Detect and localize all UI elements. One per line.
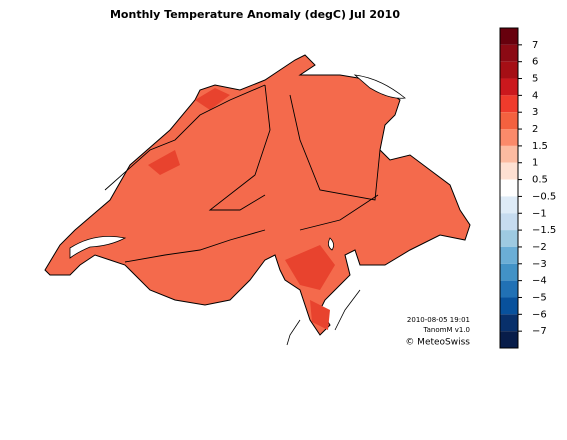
colorbar-swatch bbox=[500, 61, 518, 79]
colorbar-label: −5 bbox=[532, 292, 547, 303]
warm-patch bbox=[285, 245, 335, 290]
switzerland-map bbox=[44, 54, 471, 346]
footer-date: 2010-08-05 19:01 bbox=[407, 316, 470, 324]
colorbar-label: −1 bbox=[532, 208, 547, 219]
colorbar-label: 1 bbox=[532, 158, 538, 169]
colorbar-swatch bbox=[500, 28, 518, 45]
colorbar-label: 7 bbox=[532, 40, 538, 51]
river bbox=[289, 94, 381, 201]
colorbar-label: 0.5 bbox=[532, 175, 548, 186]
colorbar-swatch bbox=[500, 213, 518, 231]
colorbar-swatch bbox=[500, 314, 518, 332]
warm-patch bbox=[310, 300, 330, 330]
lake bbox=[69, 235, 127, 259]
colorbar-swatch bbox=[500, 196, 518, 214]
colorbar-swatch bbox=[500, 162, 518, 180]
river bbox=[104, 84, 266, 191]
colorbar: 7 6 5 4 3 2 1.5 1 0.5 −0.5 −1 −1.5 −2 −3 −4 −5 −6 −7 bbox=[499, 27, 556, 349]
footer-credit: © MeteoSwiss bbox=[405, 338, 470, 348]
colorbar-swatch bbox=[500, 297, 518, 315]
river bbox=[299, 194, 379, 231]
river bbox=[124, 229, 266, 263]
colorbar-label: 4 bbox=[532, 90, 538, 101]
colorbar-label: −4 bbox=[532, 276, 547, 287]
colorbar-label: −1.5 bbox=[532, 225, 556, 236]
colorbar-label: −6 bbox=[532, 309, 547, 320]
colorbar-swatch bbox=[500, 95, 518, 113]
river bbox=[208, 84, 271, 211]
colorbar-swatch bbox=[500, 280, 518, 298]
colorbar-swatch bbox=[500, 44, 518, 62]
colorbar-label: −3 bbox=[532, 259, 547, 270]
map-title: Monthly Temperature Anomaly (degC) Jul 2… bbox=[110, 8, 400, 21]
colorbar-label: 3 bbox=[532, 107, 538, 118]
colorbar-label: −0.5 bbox=[532, 191, 556, 202]
warm-patch bbox=[148, 150, 180, 175]
lake bbox=[328, 237, 334, 251]
warm-patch bbox=[195, 88, 230, 110]
colorbar-swatch bbox=[500, 112, 518, 130]
border-beyond bbox=[286, 289, 361, 346]
lake bbox=[353, 74, 406, 99]
colorbar-swatch bbox=[500, 331, 518, 348]
colorbar-swatch bbox=[500, 263, 518, 281]
colorbar-label: −7 bbox=[532, 326, 547, 337]
colorbar-swatch bbox=[500, 145, 518, 163]
colorbar-label: −2 bbox=[532, 242, 547, 253]
colorbar-swatch bbox=[500, 179, 518, 197]
colorbar-swatch bbox=[500, 129, 518, 146]
colorbar-label: 2 bbox=[532, 124, 538, 135]
colorbar-label: 1.5 bbox=[532, 141, 548, 152]
colorbar-swatch bbox=[500, 230, 518, 247]
colorbar-swatch bbox=[500, 78, 518, 96]
colorbar-frame bbox=[499, 27, 519, 349]
colorbar-label: 6 bbox=[532, 57, 538, 68]
colorbar-label: 5 bbox=[532, 74, 538, 85]
country-shape bbox=[44, 54, 471, 336]
footer-version: TanomM v1.0 bbox=[423, 326, 470, 334]
colorbar-swatch bbox=[500, 246, 518, 264]
